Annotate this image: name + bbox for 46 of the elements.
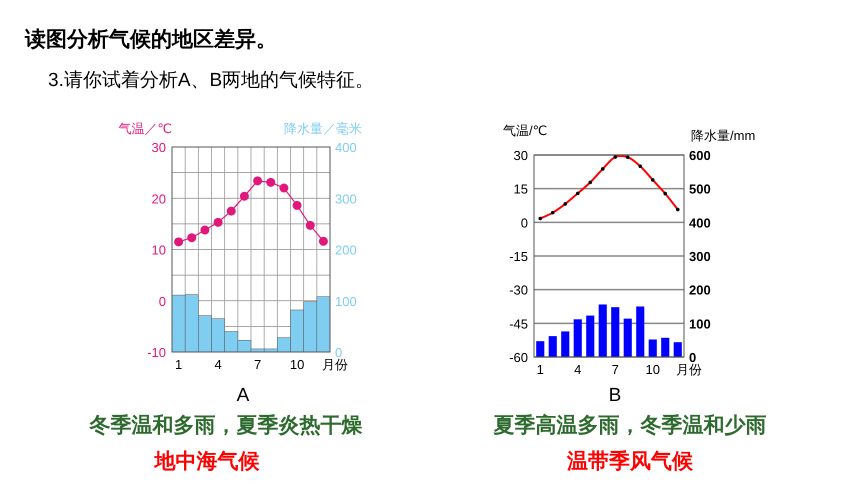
- text: A: [236, 385, 250, 406]
- y-tick-label: 0: [520, 215, 528, 230]
- y2-tick-label: 400: [689, 215, 711, 230]
- y-tick-label: -30: [509, 282, 528, 298]
- text: 地中海气候: [154, 450, 260, 473]
- x-tick-label: 1: [174, 357, 182, 372]
- x-axis-title: 月份: [322, 357, 348, 372]
- chart-title: 读图分析气候的地区差异。: [24, 28, 277, 51]
- y2-tick-label: 100: [335, 294, 357, 309]
- chart-subtitle: 3.请你试着分析A、B两地的气候特征。: [48, 69, 374, 91]
- y2-tick-label: 100: [689, 316, 711, 332]
- y2-axis-title: 降水量／毫米: [284, 121, 362, 136]
- x-tick-label: 4: [214, 357, 222, 372]
- y2-tick-label: 0: [335, 345, 342, 360]
- x-tick-label: 1: [536, 362, 544, 377]
- y2-tick-label: 300: [689, 249, 711, 264]
- y2-tick-label: 0: [689, 350, 696, 365]
- y-axis-title: 气温/℃: [503, 123, 548, 138]
- x-tick-label: 4: [574, 362, 582, 377]
- y-tick-label: -10: [147, 345, 166, 360]
- y-tick-label: 0: [158, 294, 166, 309]
- y-tick-label: 30: [514, 148, 528, 163]
- y-tick-label: 10: [152, 242, 166, 258]
- y2-tick-label: 300: [335, 191, 357, 206]
- y-tick-label: -15: [509, 249, 528, 264]
- text: B: [608, 385, 622, 406]
- text: 冬季温和多雨，夏季炎热干燥: [88, 414, 362, 437]
- text: 温带季风气候: [566, 450, 694, 473]
- y-tick-label: -60: [509, 350, 528, 365]
- y2-tick-label: 500: [689, 182, 711, 197]
- y-axis-title: 气温／℃: [118, 121, 172, 136]
- x-tick-label: 10: [290, 357, 304, 372]
- y-tick-label: 15: [514, 182, 528, 197]
- y2-tick-label: 200: [335, 242, 357, 258]
- text: 夏季高温多雨，冬季温和少雨: [492, 413, 766, 437]
- y-tick-label: 30: [152, 140, 166, 155]
- y2-tick-label: 600: [689, 148, 711, 163]
- y2-tick-label: 200: [689, 282, 711, 298]
- x-tick-label: 7: [254, 357, 262, 372]
- x-tick-label: 10: [646, 362, 660, 377]
- y2-tick-label: 400: [335, 140, 357, 155]
- y-tick-label: -45: [509, 316, 528, 332]
- y-tick-label: 20: [152, 191, 166, 206]
- x-tick-label: 7: [612, 362, 619, 377]
- x-axis-title: 月份: [676, 362, 702, 377]
- y2-axis-title: 降水量/mm: [691, 128, 756, 143]
